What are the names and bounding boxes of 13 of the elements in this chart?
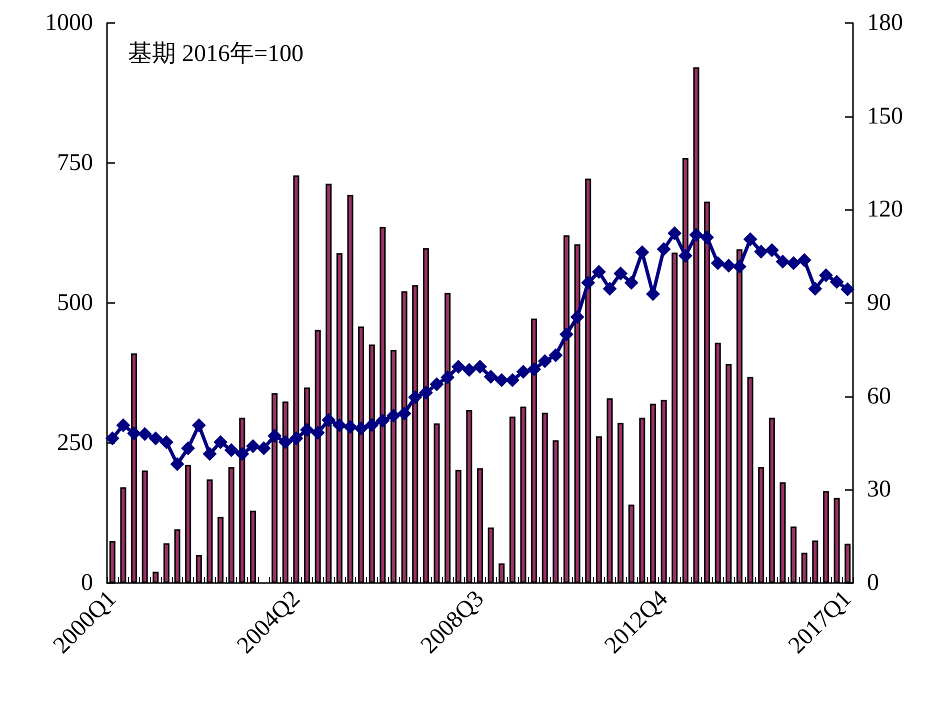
y2-tick-label: 120 <box>867 196 903 223</box>
y2-tick-label: 150 <box>867 103 903 130</box>
y-tick-label: 500 <box>57 290 93 316</box>
y-tick-label: 1000 <box>45 10 93 36</box>
y-tick-label: 750 <box>57 150 93 176</box>
annotation: 基期 2016年=100 <box>128 41 304 67</box>
y-tick-label: 0 <box>81 570 93 596</box>
y2-tick-label: 60 <box>867 383 891 410</box>
y-tick-label: 250 <box>57 430 93 456</box>
y2-tick-label: 0 <box>867 570 879 596</box>
y2-tick-label: 180 <box>867 10 903 36</box>
y2-tick-label: 90 <box>867 290 891 316</box>
y2-tick-label: 30 <box>867 476 891 503</box>
